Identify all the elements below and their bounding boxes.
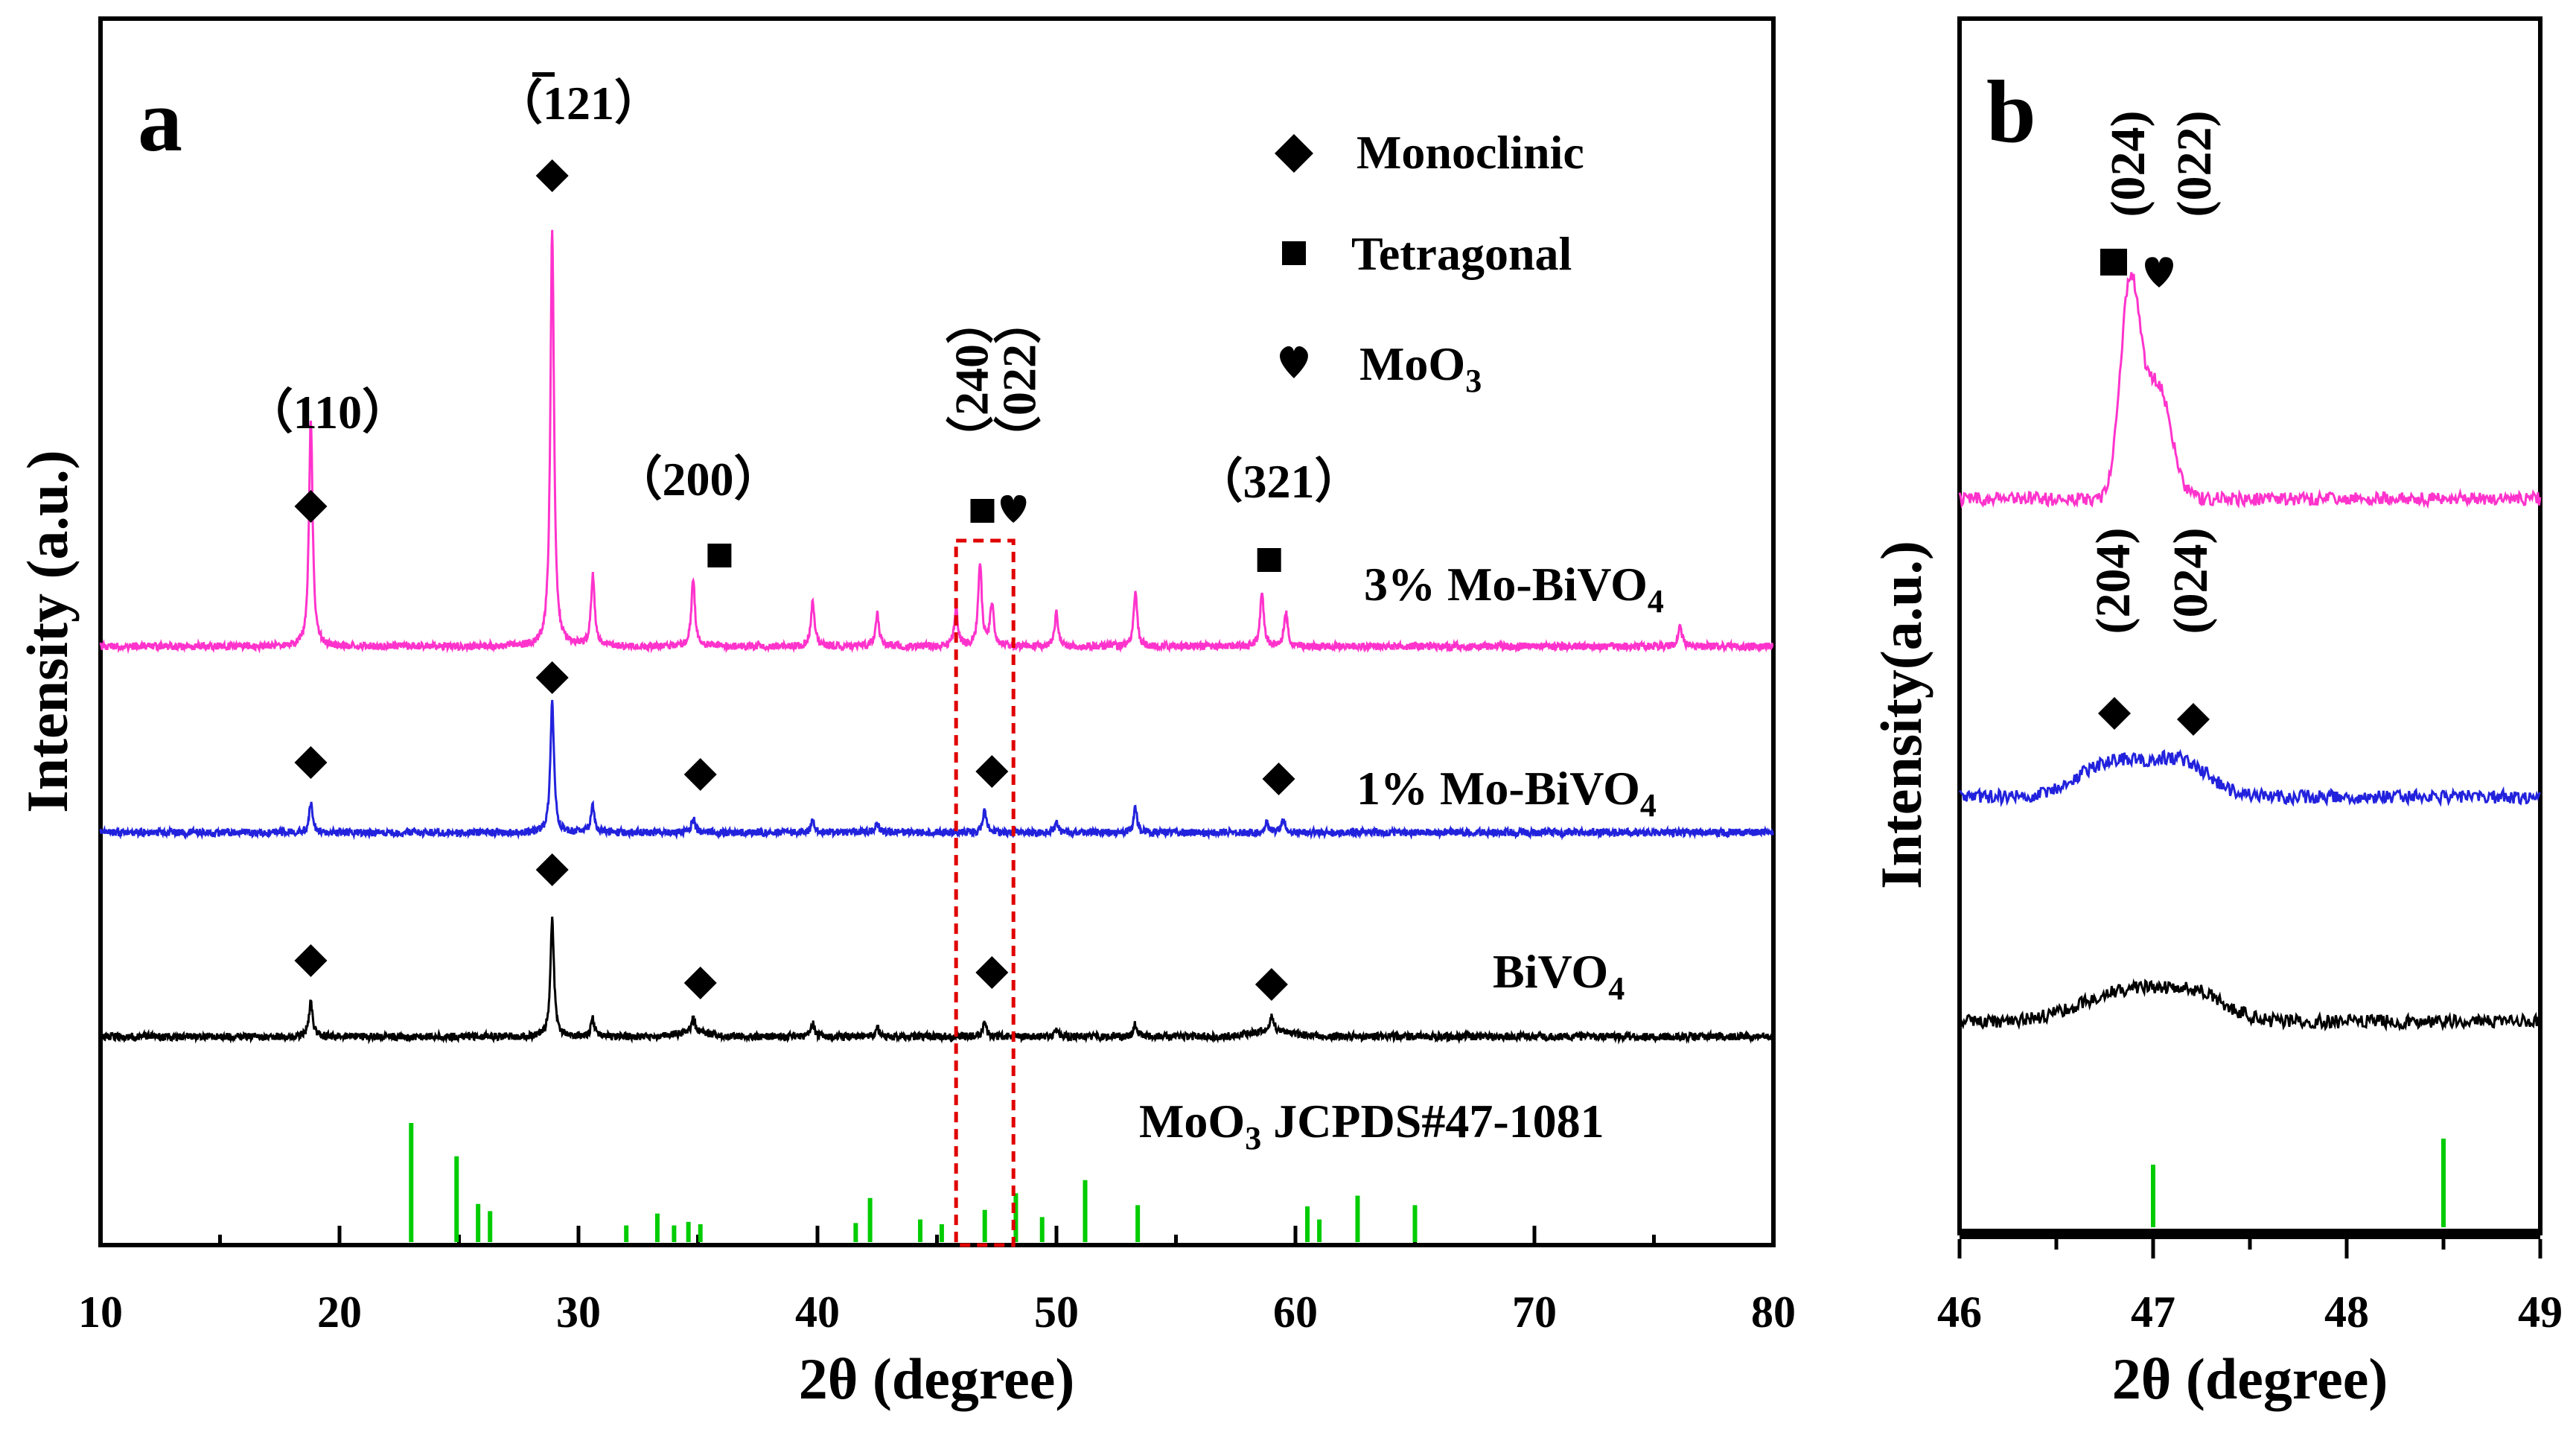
x-tick-label: 46 <box>1937 1288 1982 1337</box>
x-tick-label: 30 <box>556 1288 601 1337</box>
x-tick-label: 60 <box>1273 1288 1318 1337</box>
hkl-label: （121） <box>495 77 662 130</box>
monoclinic-marker <box>294 746 328 779</box>
hkl-label-b: (204) <box>2086 528 2140 634</box>
x-tick-label: 48 <box>2324 1288 2369 1337</box>
monoclinic-marker <box>294 490 328 523</box>
panel-a-reference-sticks <box>409 1123 1418 1242</box>
tetragonal-marker <box>1257 548 1281 572</box>
monoclinic-marker <box>1254 968 1288 1001</box>
panel-b-reference-sticks <box>2151 1139 2446 1227</box>
panel-b: 46 47 48 49 (024) (022)(204) (024) b Intensit… <box>1869 16 2563 1411</box>
panel-b-series <box>1958 272 2542 1032</box>
panel-a-y-axis-label: Intensity (a.u.) <box>15 450 80 813</box>
x-tick-label: 10 <box>78 1288 123 1337</box>
monoclinic-marker <box>535 853 569 886</box>
hkl-label-rotated: （022） <box>992 296 1045 463</box>
monoclinic-marker <box>2177 703 2210 736</box>
panel-b-x-tick-labels: 46 47 48 49 <box>1937 1288 2563 1337</box>
panel-a-series <box>99 229 1774 1045</box>
panel-a-x-axis-label: 2θ (degree) <box>799 1346 1075 1411</box>
panel-a-hkl-labels: （110） （121） （200） （240）（022） （321） <box>246 72 1362 508</box>
xrd-line-3 <box>99 916 1774 1045</box>
tetragonal-marker <box>707 544 732 567</box>
series-label-bivo4: BiVO4 <box>1493 945 1625 1007</box>
panel-b-frame <box>1957 16 2542 1235</box>
hkl-label-b: (024) <box>2101 111 2155 217</box>
legend-monoclinic: Monoclinic <box>1356 126 1584 179</box>
legend-square-icon <box>1282 241 1306 265</box>
monoclinic-marker <box>1262 763 1295 795</box>
moo3-marker <box>2145 257 2173 287</box>
xrd-line-b-1 <box>1958 272 2542 509</box>
hkl-label: （321） <box>1196 455 1362 508</box>
monoclinic-marker <box>683 758 717 791</box>
reference-label: MoO3 JCPDS#47-1081 <box>1139 1095 1604 1156</box>
legend: Monoclinic Tetragonal MoO3 <box>1275 126 1584 399</box>
x-tick-label: 20 <box>317 1288 362 1337</box>
monoclinic-marker <box>535 159 569 192</box>
series-label-3pct: 3% Mo-BiVO4 <box>1364 558 1664 620</box>
x-tick-label: 70 <box>1512 1288 1557 1337</box>
legend-moo3: MoO3 <box>1359 337 1482 399</box>
panel-a-phase-markers <box>294 159 1295 1001</box>
monoclinic-marker <box>975 755 1009 788</box>
monoclinic-marker <box>294 944 328 977</box>
hkl-label-rotated: （240） <box>945 296 998 463</box>
x-tick-label: 40 <box>795 1288 840 1337</box>
hkl-label: （110） <box>246 386 409 439</box>
legend-heart-icon <box>1280 346 1308 378</box>
monoclinic-marker <box>683 967 717 999</box>
tetragonal-marker <box>2100 249 2127 276</box>
panel-b-baseline <box>1960 1229 2540 1239</box>
panel-a-frame <box>98 16 1776 1247</box>
panel-a-x-ticks <box>98 1226 1776 1245</box>
hkl-label: （200） <box>615 453 782 506</box>
hkl-label-b: (022) <box>2167 111 2222 217</box>
highlight-box <box>954 538 1016 1247</box>
monoclinic-marker <box>2098 697 2131 730</box>
xrd-line-1 <box>99 229 1774 655</box>
panel-a: 10 20 30 40 50 60 70 80 （110） （121） （200） （240）（02… <box>15 16 1796 1411</box>
xrd-line-2 <box>99 699 1774 841</box>
panel-b-hkl-labels: (024) (022)(204) (024) <box>2086 111 2222 736</box>
monoclinic-marker <box>975 956 1009 989</box>
x-tick-label: 80 <box>1751 1288 1796 1337</box>
panel-b-x-ticks <box>1957 1239 2542 1258</box>
panel-a-label: a <box>138 71 182 170</box>
legend-tetragonal: Tetragonal <box>1351 227 1572 280</box>
legend-diamond-icon <box>1275 134 1313 173</box>
panel-b-label: b <box>1986 62 2036 161</box>
hkl-label-b: (024) <box>2164 528 2218 634</box>
x-tick-label: 50 <box>1034 1288 1079 1337</box>
series-label-1pct: 1% Mo-BiVO4 <box>1356 762 1657 824</box>
monoclinic-marker <box>535 661 569 694</box>
moo3-marker <box>1000 494 1027 523</box>
xrd-line-b-3 <box>1958 978 2542 1032</box>
panel-a-x-tick-labels: 10 20 30 40 50 60 70 80 <box>78 1288 1796 1337</box>
x-tick-label: 47 <box>2131 1288 2175 1337</box>
xrd-line-b-2 <box>1958 748 2542 808</box>
tetragonal-marker <box>970 499 995 523</box>
panel-b-y-axis-label: Intensity(a.u.) <box>1869 541 1933 889</box>
panel-b-x-axis-label: 2θ (degree) <box>2112 1346 2388 1411</box>
x-tick-label: 49 <box>2518 1288 2563 1337</box>
